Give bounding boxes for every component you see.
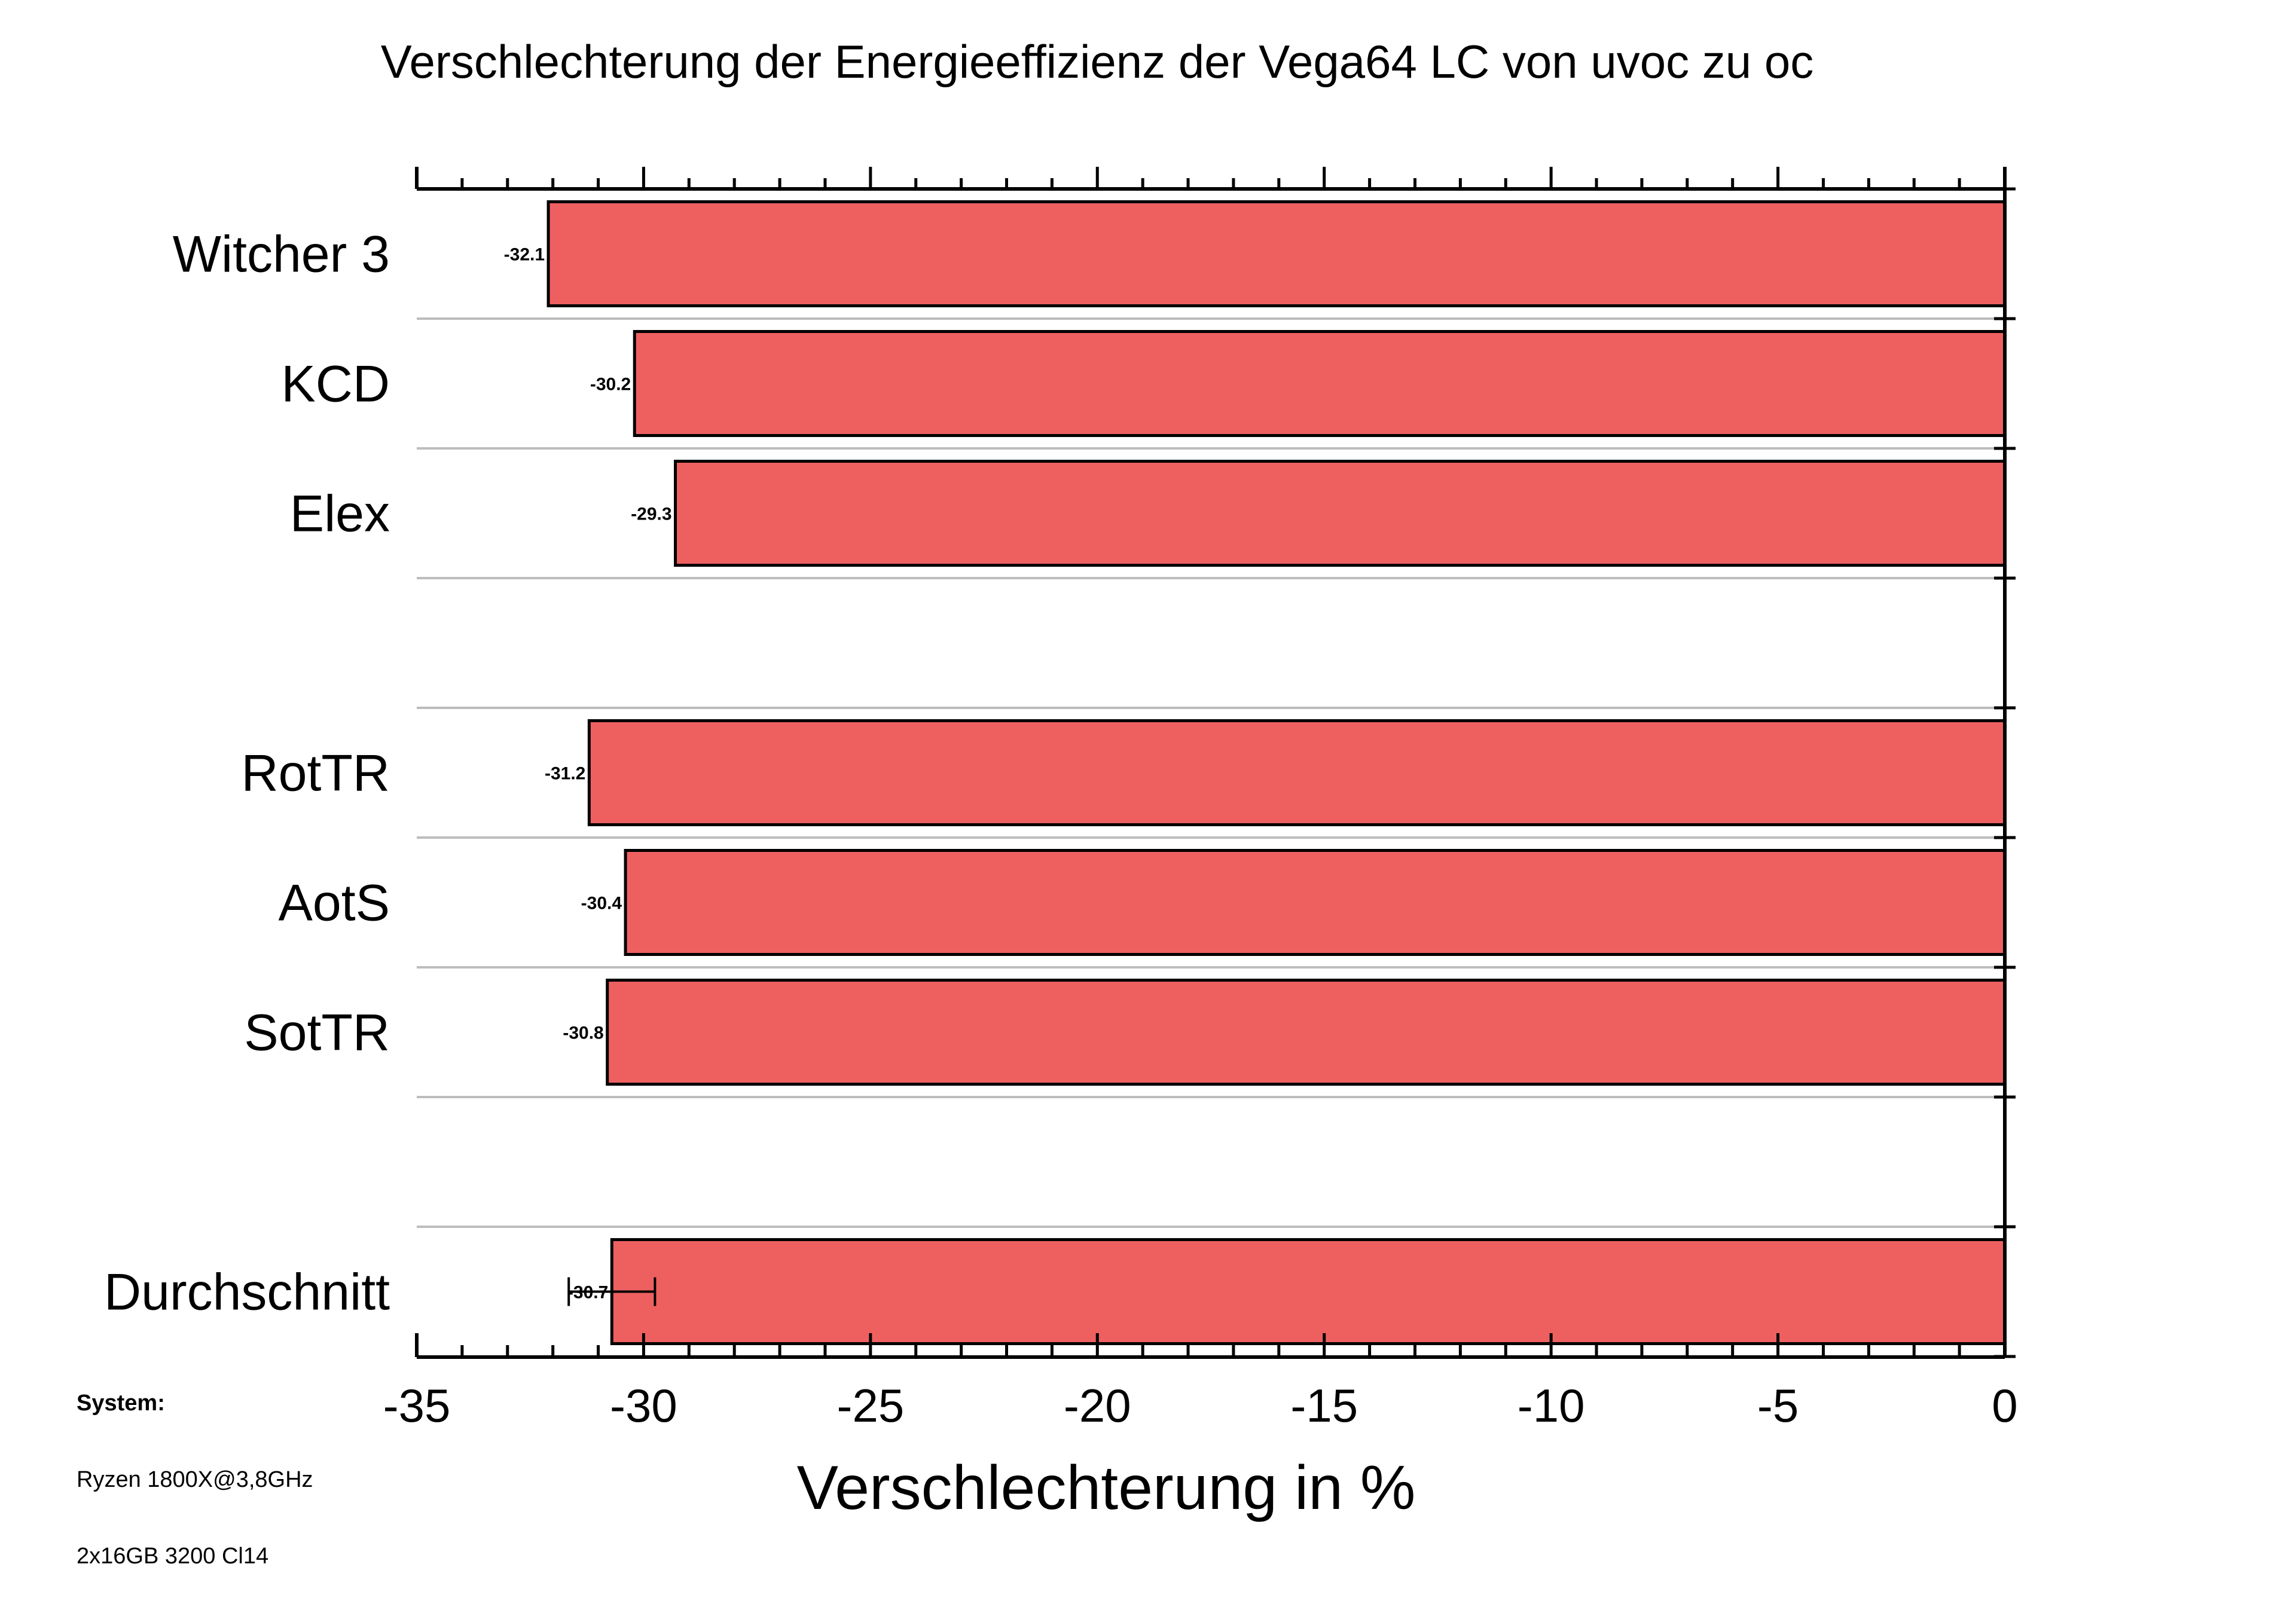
bar [546, 200, 2007, 307]
x-tick-label: -35 [383, 1379, 451, 1432]
data-label: -30.4 [581, 894, 622, 913]
bars: Witcher 3 -32.1 KCD -30.2 Elex -29.3 RotTR -31.… [104, 200, 2007, 1345]
bar [606, 979, 2007, 1086]
bar [624, 849, 2007, 956]
data-label: -31.2 [545, 764, 585, 784]
x-tick-label: -5 [1757, 1379, 1799, 1432]
bar [610, 1238, 2007, 1345]
x-tick-label: -30 [610, 1379, 677, 1432]
x-tick-label: -10 [1518, 1379, 1585, 1432]
data-label: -29.3 [631, 505, 671, 524]
bar [674, 460, 2007, 567]
data-label: -32.1 [504, 245, 545, 265]
category-label: Elex [290, 485, 390, 543]
category-label: KCD [281, 356, 390, 413]
data-label: -30.8 [563, 1023, 603, 1043]
x-tick-label: -25 [836, 1379, 904, 1432]
axes [415, 167, 2016, 1359]
x-tick-label: -15 [1290, 1379, 1358, 1432]
x-axis-title: Verschlechterung in % [797, 1453, 1416, 1523]
x-tick-label: 0 [1992, 1379, 2017, 1432]
category-label: SotTR [244, 1004, 390, 1062]
bar [633, 330, 2007, 437]
category-label: Durchschnitt [104, 1264, 390, 1321]
row-separators [417, 317, 2005, 1228]
ticks: -35 -30 -25 -20 -15 -10 -5 0 [383, 167, 2018, 1432]
bar [587, 719, 2007, 826]
system-cpu: Ryzen 1800X@3,8GHz [77, 1467, 313, 1492]
x-tick-label: -20 [1064, 1379, 1131, 1432]
category-label: AotS [279, 875, 390, 932]
system-ram: 2x16GB 3200 Cl14 [77, 1544, 269, 1569]
data-label: -30.2 [590, 375, 631, 395]
category-label: Witcher 3 [173, 226, 390, 283]
chart-title: Verschlechterung der Energieeffizienz de… [381, 35, 1813, 88]
category-label: RotTR [242, 745, 390, 802]
system-heading: System: [77, 1391, 165, 1416]
